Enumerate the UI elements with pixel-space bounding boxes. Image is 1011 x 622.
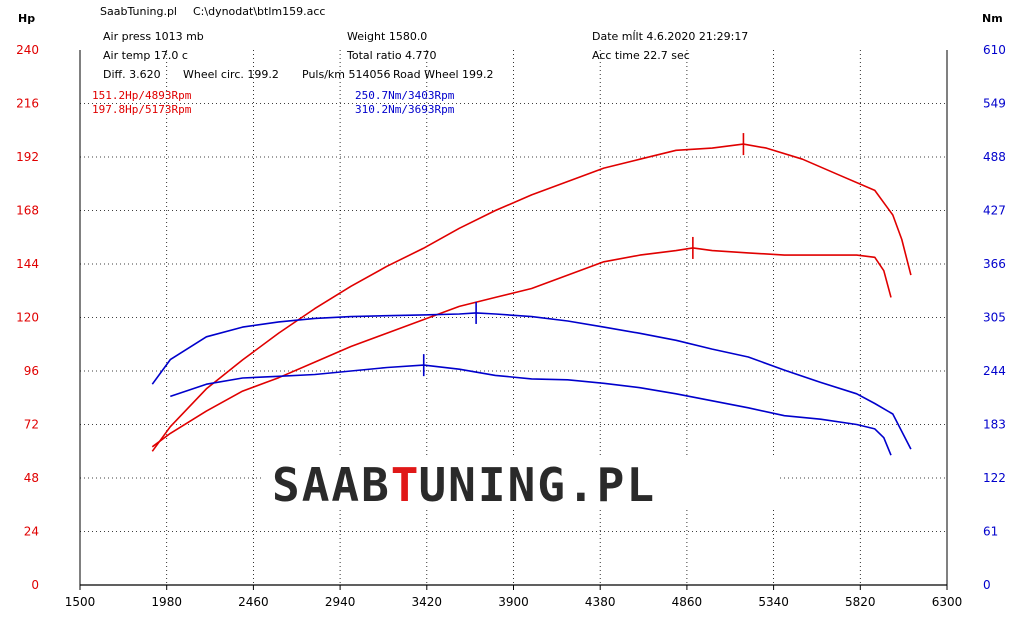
x-tick-label: 5340 <box>758 595 789 609</box>
air-temp: Air temp 17.0 c <box>103 49 188 62</box>
logo-part-saab: SAAB <box>272 458 391 512</box>
y-right-tick-label: 244 <box>983 364 1006 378</box>
road-wheel: Road Wheel 199.2 <box>393 68 494 81</box>
x-tick-label: 5820 <box>845 595 876 609</box>
logo-background <box>263 455 780 507</box>
y-left-tick-label: 144 <box>16 257 39 271</box>
y-left-tick-label: 192 <box>16 150 39 164</box>
x-tick-label: 3420 <box>412 595 443 609</box>
plot-frame <box>79 50 948 590</box>
date-measured: Date mĺlt 4.6.2020 21:29:17 <box>592 30 748 43</box>
torque-curve-3 <box>170 364 892 456</box>
y-right-tick-label: 0 <box>983 578 991 592</box>
file-path: C:\dynodat\btlm159.acc <box>193 5 325 18</box>
y-right-tick-label: 366 <box>983 257 1006 271</box>
y-left-tick-label: 48 <box>24 471 39 485</box>
y-left-tick-label: 216 <box>16 97 39 111</box>
wheel-circ: Wheel circ. 199.2 <box>183 68 279 81</box>
x-tick-label: 4860 <box>672 595 703 609</box>
y-right-tick-label: 183 <box>983 418 1006 432</box>
y-left-tick-label: 96 <box>24 364 39 378</box>
y-left-tick-label: 168 <box>16 204 39 218</box>
y-left-tick-label: 240 <box>16 43 39 57</box>
x-tick-label: 3900 <box>498 595 529 609</box>
x-tick-label: 2940 <box>325 595 356 609</box>
torque-curve-4 <box>151 312 912 450</box>
tick-labels: 0 24 48 72 96 120 144 168 192 216 240 0 61 122 183 244 3… <box>16 43 1006 609</box>
y-right-tick-label: 610 <box>983 43 1006 57</box>
y-left-tick-label: 120 <box>16 311 39 325</box>
power-curve-2 <box>151 143 912 452</box>
y-left-tick-label: 24 <box>24 525 39 539</box>
left-axis-unit: Hp <box>18 12 35 25</box>
x-tick-label: 6300 <box>932 595 963 609</box>
air-press: Air press 1013 mb <box>103 30 204 43</box>
x-tick-label: 1500 <box>65 595 96 609</box>
saabtuning-logo: SAABTUNING.PL <box>263 455 780 512</box>
series-group <box>151 133 912 456</box>
power-curve-1 <box>151 247 892 448</box>
y-right-tick-label: 122 <box>983 471 1006 485</box>
y-right-tick-label: 488 <box>983 150 1006 164</box>
diff: Diff. 3.620 <box>103 68 161 81</box>
company-name: SaabTuning.pl <box>100 5 177 18</box>
y-right-tick-label: 61 <box>983 525 998 539</box>
x-tick-label: 1980 <box>151 595 182 609</box>
annotation-hp-high: 197.8Hp/5173Rpm <box>92 103 192 116</box>
y-left-tick-label: 0 <box>31 578 39 592</box>
grid-lines <box>80 50 947 585</box>
y-right-tick-label: 549 <box>983 97 1006 111</box>
annotation-nm-high: 310.2Nm/3693Rpm <box>355 103 455 116</box>
annotation-hp-low: 151.2Hp/4893Rpm <box>92 89 192 102</box>
right-axis-unit: Nm <box>982 12 1003 25</box>
y-right-tick-label: 427 <box>983 204 1006 218</box>
acc-time: Acc time 22.7 sec <box>592 49 690 62</box>
y-right-tick-label: 305 <box>983 311 1006 325</box>
weight: Weight 1580.0 <box>347 30 427 43</box>
x-tick-label: 2460 <box>238 595 269 609</box>
logo-wordmark: SAABTUNING.PL <box>272 458 656 512</box>
annotation-nm-low: 250.7Nm/3403Rpm <box>355 89 455 102</box>
total-ratio: Total ratio 4.770 <box>346 49 437 62</box>
y-left-tick-label: 72 <box>24 418 39 432</box>
logo-part-uning: UNING.PL <box>418 458 656 512</box>
logo-part-t: T <box>391 458 419 512</box>
x-tick-label: 4380 <box>585 595 616 609</box>
puls-km: Puls/km 514056 <box>302 68 390 81</box>
